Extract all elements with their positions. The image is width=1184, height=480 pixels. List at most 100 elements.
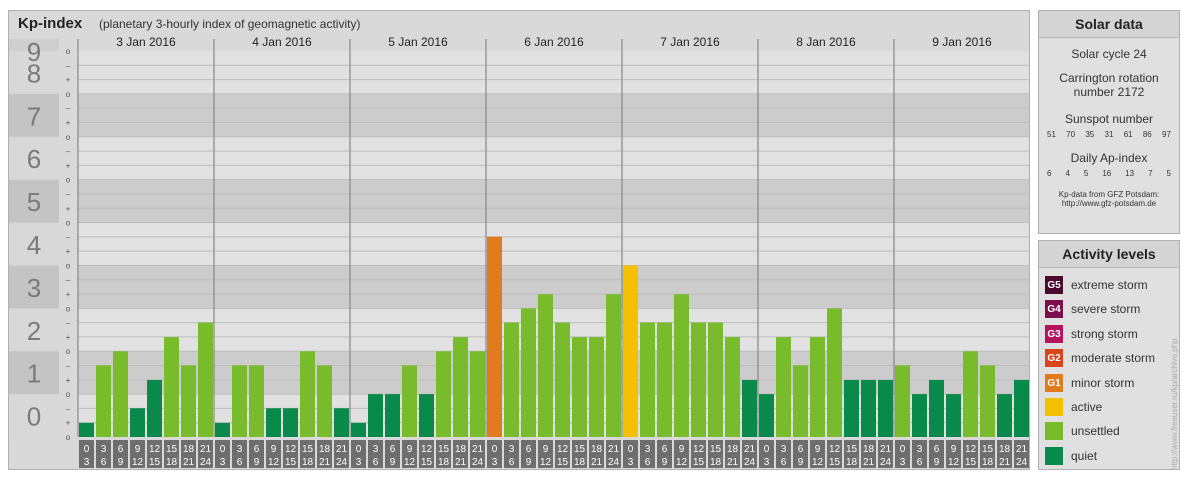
hour-start-label: 9 bbox=[543, 444, 549, 455]
hour-end-label: 21 bbox=[319, 457, 331, 468]
kp-chart: 0123456789o+o+–o+–o+–o+–o+–o+–o+–o+–o–3 … bbox=[9, 11, 1029, 469]
kp-level-band bbox=[78, 93, 1029, 137]
legend-item-g5: G5 extreme storm bbox=[1045, 276, 1148, 294]
solar-data-panel: Solar data Solar cycle 24 Carrington rot… bbox=[1038, 10, 1180, 234]
hour-label-box bbox=[589, 440, 604, 468]
ap-value: 7 bbox=[1148, 169, 1153, 178]
hour-label-box bbox=[810, 440, 825, 468]
hour-end-label: 6 bbox=[373, 457, 379, 468]
hour-label-box bbox=[878, 440, 893, 468]
kp-label-band bbox=[9, 265, 59, 309]
legend-swatch: G2 bbox=[1045, 349, 1063, 367]
y-subtick-label: o bbox=[66, 261, 71, 270]
kp-bar bbox=[742, 379, 757, 437]
hour-label-box bbox=[521, 440, 536, 468]
y-subtick-label: o bbox=[66, 347, 71, 356]
hour-label-box bbox=[572, 440, 587, 468]
hour-label-box bbox=[997, 440, 1012, 468]
ap-label: Daily Ap-index bbox=[1070, 151, 1148, 165]
ap-values: 6 4 5 16 13 7 5 bbox=[1039, 169, 1179, 178]
kp-bar bbox=[181, 365, 196, 437]
kp-bar bbox=[708, 322, 723, 437]
kp-bar bbox=[878, 379, 893, 437]
hour-start-label: 12 bbox=[693, 444, 705, 455]
hour-end-label: 15 bbox=[693, 457, 705, 468]
hour-end-label: 18 bbox=[574, 457, 586, 468]
y-subtick-label: – bbox=[66, 319, 71, 328]
hour-start-label: 3 bbox=[101, 444, 107, 455]
legend-item-active: active bbox=[1045, 398, 1102, 416]
kp-bar bbox=[555, 322, 570, 437]
hour-start-label: 12 bbox=[965, 444, 977, 455]
kp-bar bbox=[402, 365, 417, 437]
hour-end-label: 9 bbox=[934, 457, 940, 468]
activity-levels-heading: Activity levels bbox=[1039, 241, 1179, 268]
hour-start-label: 21 bbox=[472, 444, 484, 455]
y-subtick-label: – bbox=[66, 61, 71, 70]
day-header: 3 Jan 2016 bbox=[116, 35, 176, 49]
kp-bar bbox=[453, 337, 468, 437]
legend-swatch: G5 bbox=[1045, 276, 1063, 294]
y-subtick-label: + bbox=[66, 419, 71, 428]
hour-label-box bbox=[708, 440, 723, 468]
sunspot-value: 97 bbox=[1162, 130, 1171, 139]
hour-start-label: 0 bbox=[356, 444, 362, 455]
y-tick-label: 6 bbox=[27, 144, 41, 174]
kp-bar bbox=[147, 379, 162, 437]
hour-end-label: 15 bbox=[149, 457, 161, 468]
hour-label-box bbox=[487, 440, 502, 468]
hour-start-label: 6 bbox=[526, 444, 532, 455]
archive-watermark: http://www.freeuser.ru/kp/archive.php bbox=[1170, 338, 1179, 470]
legend-label: strong storm bbox=[1071, 327, 1138, 341]
kp-bar bbox=[589, 337, 604, 437]
hour-label-box bbox=[198, 440, 213, 468]
legend-label: unsettled bbox=[1071, 424, 1120, 438]
hour-label-box bbox=[1014, 440, 1029, 468]
hour-start-label: 9 bbox=[951, 444, 957, 455]
hour-end-label: 21 bbox=[999, 457, 1011, 468]
hour-start-label: 0 bbox=[492, 444, 498, 455]
hour-end-label: 24 bbox=[200, 457, 212, 468]
sunspot-value: 86 bbox=[1142, 130, 1152, 139]
y-subtick-label: o bbox=[66, 219, 71, 228]
hour-label-box bbox=[419, 440, 434, 468]
hour-label-box bbox=[164, 440, 179, 468]
hour-start-label: 18 bbox=[455, 444, 467, 455]
carrington-line-2: number 2172 bbox=[1073, 85, 1145, 99]
y-subtick-label: + bbox=[66, 76, 71, 85]
kp-bar bbox=[504, 322, 519, 437]
hour-start-label: 21 bbox=[336, 444, 348, 455]
kp-bar bbox=[674, 294, 689, 437]
hour-label-box bbox=[249, 440, 264, 468]
legend-item-g3: G3 strong storm bbox=[1045, 325, 1138, 343]
legend-item-unsettled: unsettled bbox=[1045, 422, 1120, 440]
hour-start-label: 9 bbox=[271, 444, 277, 455]
y-subtick-label: – bbox=[66, 276, 71, 285]
hour-label-box bbox=[317, 440, 332, 468]
hour-start-label: 3 bbox=[781, 444, 787, 455]
hour-end-label: 18 bbox=[982, 457, 994, 468]
legend-swatch: G3 bbox=[1045, 325, 1063, 343]
kp-label-band bbox=[9, 51, 59, 94]
hour-label-box bbox=[266, 440, 281, 468]
kp-bar bbox=[793, 365, 808, 437]
kp-bar bbox=[640, 322, 655, 437]
legend-swatch bbox=[1045, 422, 1063, 440]
y-subtick-label: + bbox=[66, 161, 71, 170]
kp-bar bbox=[266, 408, 281, 437]
hour-start-label: 12 bbox=[285, 444, 297, 455]
y-subtick-label: + bbox=[66, 118, 71, 127]
hour-end-label: 24 bbox=[1016, 457, 1028, 468]
hour-start-label: 6 bbox=[934, 444, 940, 455]
hour-start-label: 6 bbox=[118, 444, 124, 455]
hour-end-label: 3 bbox=[900, 457, 906, 468]
hour-label-box bbox=[215, 440, 230, 468]
hour-label-box bbox=[436, 440, 451, 468]
hour-label-box bbox=[776, 440, 791, 468]
legend-item-quiet: quiet bbox=[1045, 447, 1097, 465]
kp-label-band bbox=[9, 351, 59, 395]
sunspot-value: 70 bbox=[1066, 130, 1076, 139]
y-subtick-label: o bbox=[66, 433, 71, 442]
hour-start-label: 0 bbox=[84, 444, 90, 455]
kp-bar bbox=[657, 322, 672, 437]
